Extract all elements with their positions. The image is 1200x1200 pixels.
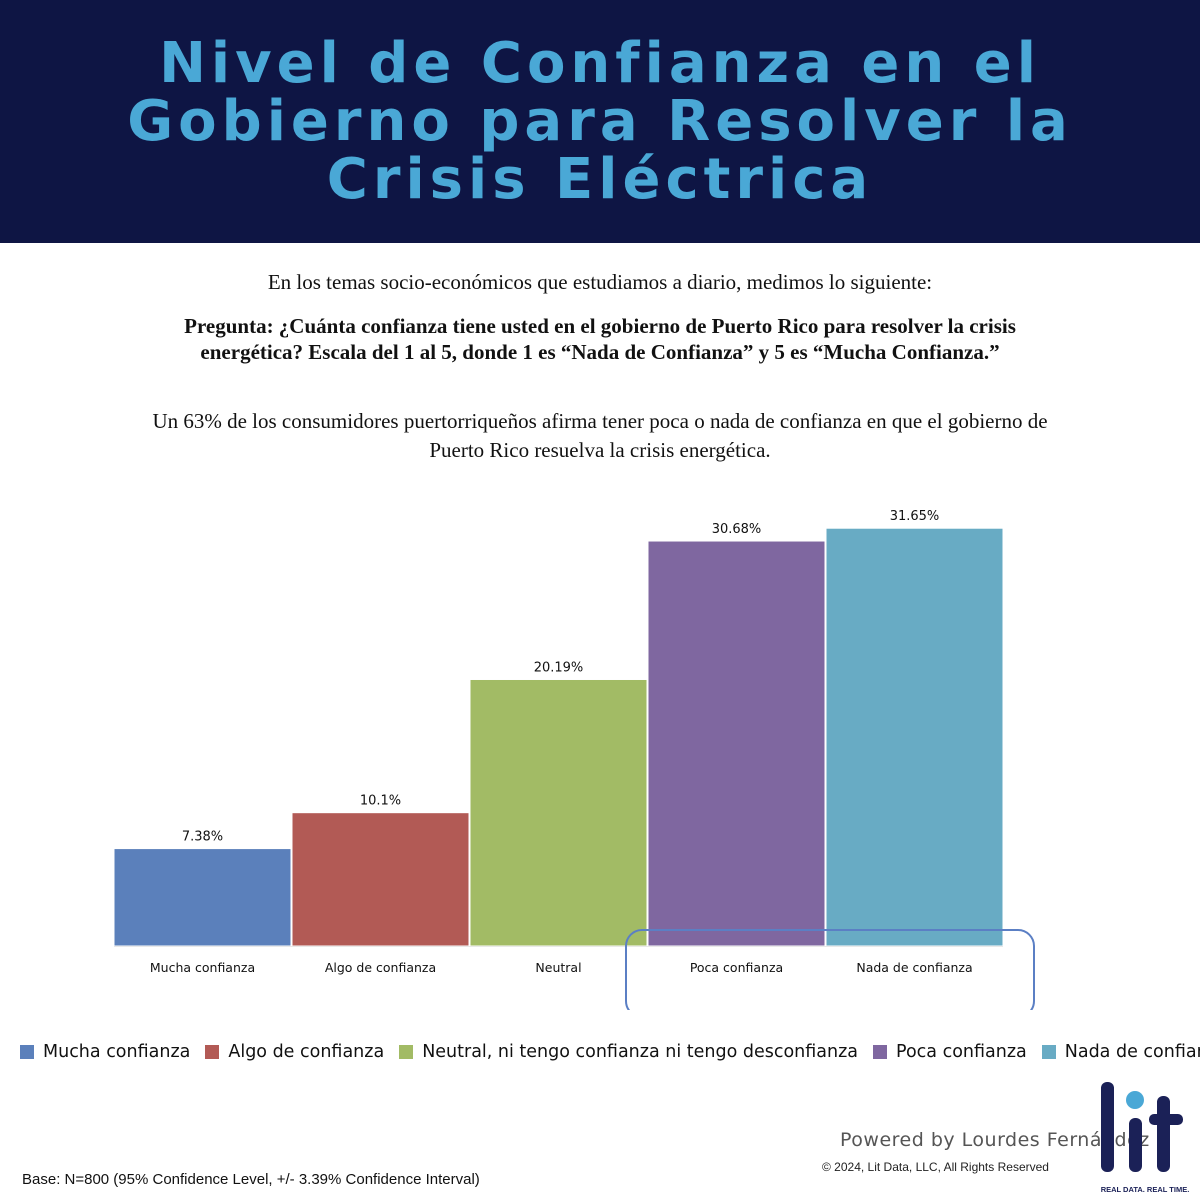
data-label-mucha-confianza: 7.38% [182,830,223,845]
legend-swatch [873,1045,888,1059]
logo-tagline: REAL DATA. REAL TIME. [1101,1185,1190,1194]
base-note: Base: N=800 (95% Confidence Level, +/- 3… [22,1171,480,1188]
bar-chart: 7.38% Mucha confianza 10.1% Algo de confian… [0,490,1200,1010]
copyright: © 2024, Lit Data, LLC, All Rights Reserv… [822,1160,1049,1174]
data-label-nada-de-confianza: 31.65% [890,509,940,524]
highlight-box [625,929,1035,1010]
legend-label: Algo de confianza [228,1042,385,1062]
lit-logo-mark: REAL DATA. REAL TIME. [1101,1082,1190,1194]
tick-label-algo-de-confianza: Algo de confianza [325,960,436,975]
data-label-algo-de-confianza: 10.1% [360,794,401,809]
title-line-2: Gobierno para Resolver la [127,88,1073,154]
legend-item: Neutral, ni tengo confianza ni tengo des… [399,1042,858,1062]
legend-swatch [205,1045,220,1059]
legend-label: Neutral, ni tengo confianza ni tengo des… [422,1042,859,1062]
title-line-1: Nivel de Confianza en el [159,30,1041,96]
intro-text: En los temas socio-económicos que estudi… [267,270,933,294]
data-label-neutral: 20.19% [534,660,584,675]
legend-item: Mucha confianza [20,1042,190,1062]
legend-swatch [399,1045,414,1059]
legend-swatch [20,1045,34,1059]
bar-chart-svg: 7.38% Mucha confianza 10.1% Algo de confian… [113,509,1035,1010]
legend-label: Mucha confianza [43,1042,191,1062]
bar-nada-de-confianza [825,527,1004,947]
title-banner: Nivel de Confianza en el Gobierno para R… [0,0,1200,243]
bar-mucha-confianza [113,848,292,947]
chart-legend: Mucha confianza Algo de confianza Neutral,… [20,1040,1200,1064]
bar-neutral [469,678,648,947]
title-line-3: Crisis Eléctrica [326,146,874,212]
legend-item: Nada de confianza [1041,1042,1200,1062]
lit-logo: REAL DATA. REAL TIME. [1095,1078,1195,1196]
survey-question: Pregunta: ¿Cuánta confianza tiene usted … [184,314,1016,364]
data-label-poca-confianza: 30.68% [712,522,762,537]
tick-label-mucha-confianza: Mucha confianza [150,960,255,975]
legend-item: Algo de confianza [205,1042,384,1062]
tick-label-poca-confianza: Poca confianza [690,960,783,975]
tick-label-neutral: Neutral [535,960,581,975]
tick-label-nada-de-confianza: Nada de confianza [856,960,972,975]
legend-swatch [1041,1045,1056,1059]
legend-item: Poca confianza [873,1042,1027,1062]
legend-label: Nada de confianza [1064,1042,1200,1062]
powered-by: Powered by Lourdes Fernández [840,1129,1150,1151]
bar-algo-de-confianza [291,812,470,947]
key-finding: Un 63% de los consumidores puertorriqueñ… [152,409,1048,462]
bar-poca-confianza [647,540,826,947]
legend-label: Poca confianza [896,1042,1027,1062]
